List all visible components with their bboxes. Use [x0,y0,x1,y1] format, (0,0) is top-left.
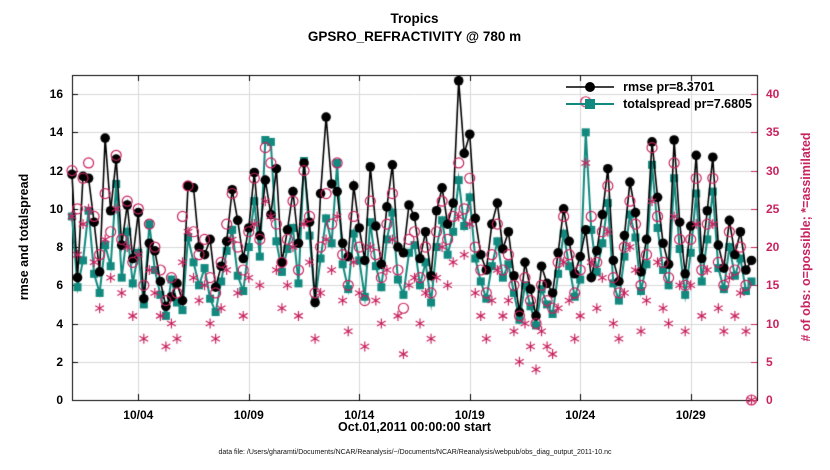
y-left-tick-label: 0 [56,393,63,407]
y-right-tick-label: 15 [766,278,780,293]
data-file-note: data file: /Users/gharamti/Documents/NCA… [218,449,612,456]
x-axis-label: Oct.01,2011 00:00:00 start [338,420,491,434]
legend: rmse pr=8.3701 totalspread pr=7.6805 [564,80,752,111]
title-block: Tropics GPSRO_REFRACTIVITY @ 780 m [72,10,757,46]
y-right-tick-label: 0 [766,393,773,407]
y-right-tick-label: 40 [766,87,780,102]
y-left-tick-label: 6 [56,278,63,293]
legend-label-rmse: rmse pr=8.3701 [623,80,715,94]
y-right-tick-label: 30 [766,163,780,178]
y-right-tick-label: 10 [766,316,780,331]
y-right-tick-label: 20 [766,240,780,255]
y-left-tick-label: 4 [56,316,63,331]
y-right-tick-label: 5 [766,354,773,369]
y-left-tick-label: 16 [49,87,63,102]
y-left-tick-label: 14 [49,125,63,140]
legend-swatch-totalspread-line-square-icon [566,99,615,109]
y-axis-label-right: # of obs: o=possible; *=assimilated [799,132,813,342]
y-left-tick-label: 12 [49,163,63,178]
legend-swatch-rmse-line-circle-icon [566,82,615,92]
legend-item-totalspread: totalspread pr=7.6805 [564,97,752,111]
x-tick-label: 10/04 [123,408,154,422]
x-tick-label: 10/14 [344,408,375,422]
y-right-tick-label: 25 [766,201,780,216]
figure-subtitle: GPSRO_REFRACTIVITY @ 780 m [307,29,522,44]
x-tick-label: 10/29 [675,408,706,422]
y-left-tick-label: 10 [49,201,63,216]
legend-label-totalspread: totalspread pr=7.6805 [623,97,752,111]
y-left-tick-label: 2 [56,354,63,369]
x-tick-label: 10/24 [565,408,596,422]
x-tick-label: 10/19 [454,408,485,422]
x-tick-label: 10/09 [233,408,264,422]
y-left-tick-label: 8 [56,240,63,255]
figure-title: Tropics [390,11,439,26]
y-right-tick-label: 35 [766,125,780,140]
legend-item-rmse: rmse pr=8.3701 [564,80,752,94]
y-axis-label-left: rmse and totalspread [17,173,31,301]
